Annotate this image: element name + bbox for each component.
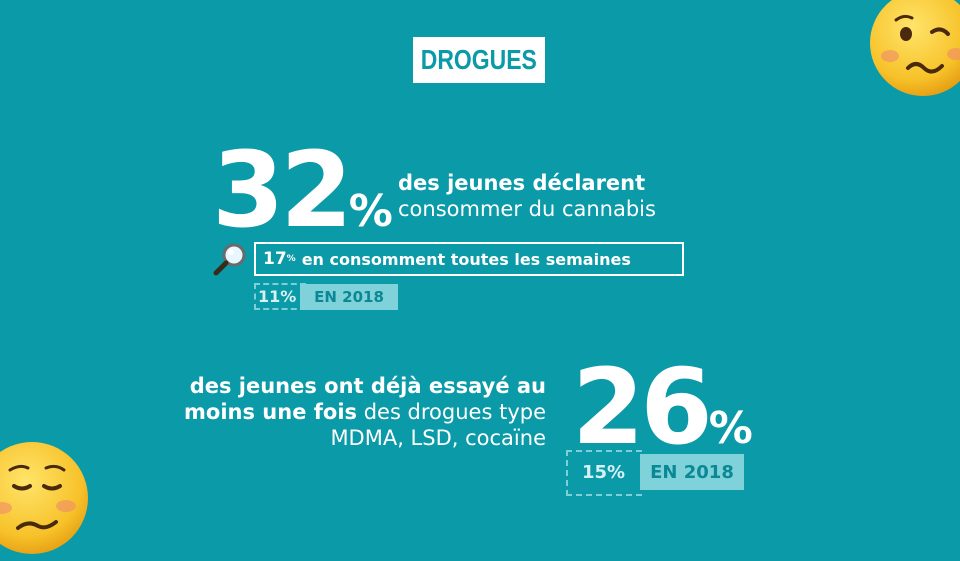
magnifier-icon [213,243,246,276]
stat2-description: des jeunes ont déjà essayé au moins une … [126,373,546,451]
stat1-sub-value: 17 [263,249,287,269]
stat1-number: 32 [212,129,353,251]
stat1-prev-label: EN 2018 [300,284,398,310]
stat2-prev-label: EN 2018 [640,454,744,490]
stat1-sub-text: en consomment toutes les semaines [301,249,631,269]
stat2-unit: % [708,403,753,454]
stat2-line1: des jeunes ont déjà essayé au [189,374,546,398]
stat1-value: 32% [212,138,393,242]
stat2-line3: MDMA, LSD, cocaïne [330,426,546,450]
woozy-face-icon [0,442,88,554]
stat1-sub-unit: % [286,254,296,264]
stat2-value: 26% [572,355,753,459]
page-title: DROGUES [420,44,538,75]
stat2-number: 26 [572,346,713,468]
stat1-prev-value: 11% [258,287,297,306]
stat1-unit: % [348,186,393,237]
stat1-line1: des jeunes déclarent [398,171,646,195]
stat1-description: des jeunes déclarent consommer du cannab… [398,170,656,222]
title-badge: DROGUES [413,37,545,83]
stat1-line2: consommer du cannabis [398,197,656,221]
stat1-prev-frame [254,283,306,310]
stat2-prev-frame [566,450,642,496]
stat2-prev-value: 15% [582,462,626,483]
stat2-line2-bold: moins une fois [184,400,358,424]
stat2-line2-rest: des drogues type [357,400,546,424]
stat1-weekly-box: 17% en consomment toutes les semaines [254,242,684,276]
woozy-face-icon [870,0,960,96]
